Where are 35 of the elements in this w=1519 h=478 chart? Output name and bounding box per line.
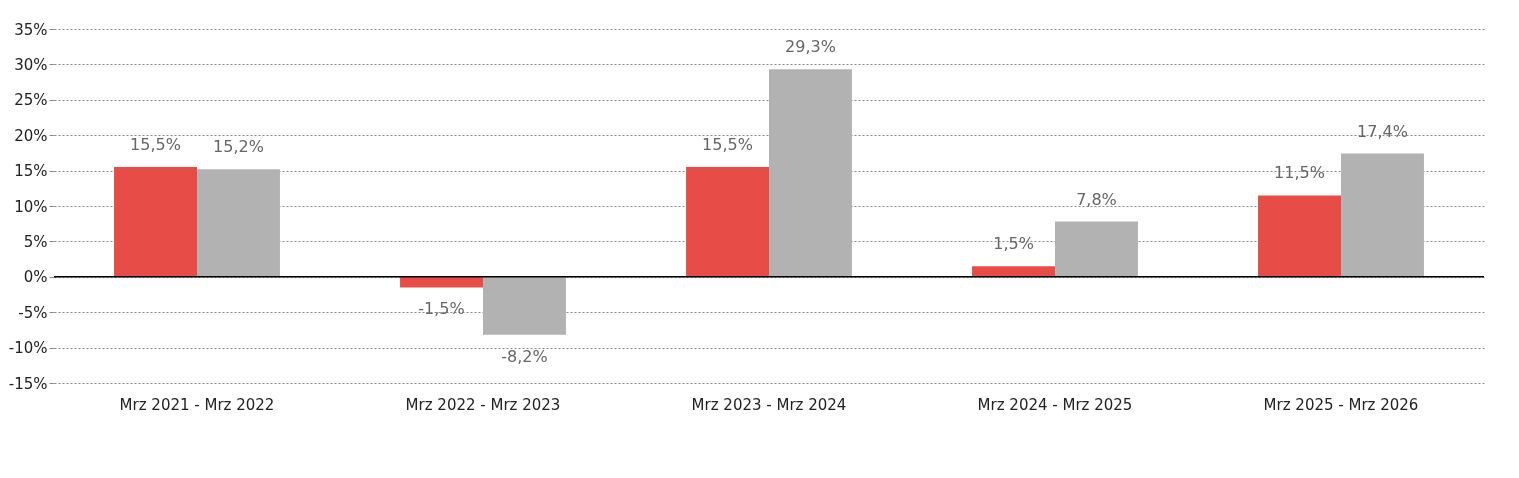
y-tick-label: -5% <box>18 303 48 322</box>
bar <box>1055 221 1138 277</box>
data-label: 17,4% <box>1357 121 1408 141</box>
data-label: 1,5% <box>993 234 1034 254</box>
y-tick-label: 10% <box>14 197 48 216</box>
x-tick-label: Mrz 2024 - Mrz 2025 <box>977 395 1133 414</box>
data-label: 15,5% <box>130 135 181 155</box>
bar <box>1341 153 1424 277</box>
data-label: -1,5% <box>418 299 465 319</box>
bar <box>769 69 852 277</box>
data-label: 7,8% <box>1076 189 1117 209</box>
data-label: 15,5% <box>702 135 753 155</box>
data-label: -8,2% <box>501 346 548 366</box>
y-tick-label: -10% <box>8 339 48 358</box>
x-tick-label: Mrz 2021 - Mrz 2022 <box>119 395 275 414</box>
data-label: 29,3% <box>785 37 836 57</box>
y-tick-label: -15% <box>8 374 48 393</box>
data-label: 15,2% <box>213 137 264 157</box>
y-tick-label: 30% <box>14 55 48 74</box>
bar <box>114 167 197 277</box>
y-tick-label: 15% <box>14 162 48 181</box>
x-tick-label: Mrz 2022 - Mrz 2023 <box>405 395 561 414</box>
data-label: 11,5% <box>1274 163 1325 183</box>
y-tick-label: 0% <box>23 268 48 287</box>
y-tick-label: 25% <box>14 91 48 110</box>
bar <box>197 169 280 277</box>
x-tick-label: Mrz 2025 - Mrz 2026 <box>1263 395 1419 414</box>
bar <box>972 266 1055 277</box>
y-tick-label: 35% <box>14 20 48 39</box>
x-tick-label: Mrz 2023 - Mrz 2024 <box>691 395 847 414</box>
y-tick-label: 5% <box>23 232 48 251</box>
bar <box>483 276 566 335</box>
bar <box>686 167 769 277</box>
y-tick-label: 20% <box>14 126 48 145</box>
bar <box>1258 195 1341 277</box>
